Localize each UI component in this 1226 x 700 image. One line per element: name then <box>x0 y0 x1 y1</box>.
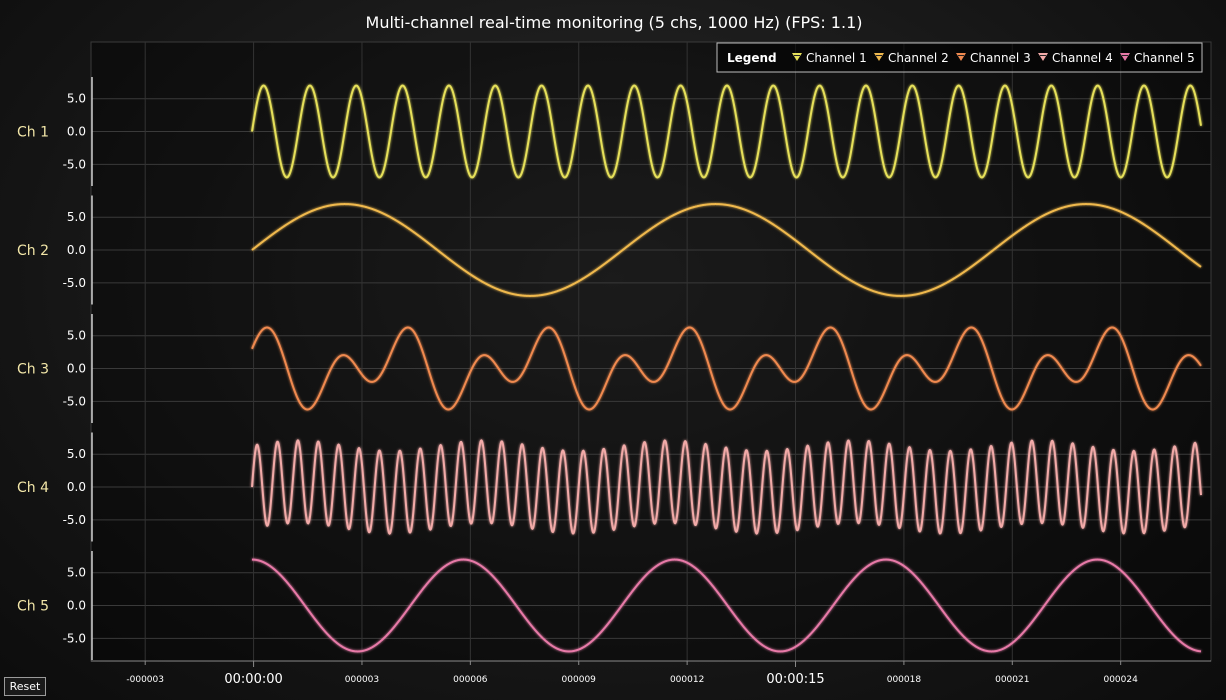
y-tick-label: -5.0 <box>63 631 86 645</box>
legend-item-3[interactable]: Channel 3 <box>956 51 1031 65</box>
series-line-5 <box>251 558 1202 653</box>
x-tick-label: -000003 <box>126 675 164 685</box>
y-axis-label: Ch 4 <box>17 480 49 496</box>
series-layer <box>251 84 1202 653</box>
y-axis-label: Ch 1 <box>17 125 49 141</box>
plot-area[interactable] <box>90 41 1212 662</box>
y-tick-label: 5.0 <box>67 329 86 343</box>
legend-item-label: Channel 1 <box>806 51 867 65</box>
reset-button[interactable]: Reset <box>4 677 46 696</box>
y-tick-label: -5.0 <box>63 513 86 527</box>
y-tick-label: 0.0 <box>67 125 86 139</box>
x-tick-label: 000003 <box>345 675 379 685</box>
legend-item-1[interactable]: Channel 1 <box>792 51 867 65</box>
x-tick-label: 000021 <box>995 675 1029 685</box>
y-tick-label: 0.0 <box>67 599 86 613</box>
x-tick-label: 000018 <box>887 675 922 685</box>
series-line-4 <box>251 439 1202 535</box>
series-line-1 <box>251 84 1202 179</box>
chart-title: Multi-channel real-time monitoring (5 ch… <box>366 13 863 32</box>
series-line-3 <box>251 326 1202 411</box>
y-tick-label: 0.0 <box>67 480 86 494</box>
legend-item-4[interactable]: Channel 4 <box>1038 51 1113 65</box>
y-tick-label: -5.0 <box>63 394 86 408</box>
legend-item-label: Channel 5 <box>1134 51 1195 65</box>
y-axis-label: Ch 5 <box>17 599 49 615</box>
y-tick-label: -5.0 <box>63 157 86 171</box>
x-tick-label: 000024 <box>1103 675 1138 685</box>
legend-title: Legend <box>727 51 777 65</box>
y-tick-label: 0.0 <box>67 243 86 257</box>
legend-item-5[interactable]: Channel 5 <box>1120 51 1195 65</box>
y-axis-label: Ch 2 <box>17 243 49 259</box>
y-axis-label: Ch 3 <box>17 362 49 378</box>
legend-item-label: Channel 3 <box>970 51 1031 65</box>
y-tick-label: 5.0 <box>67 566 86 580</box>
x-tick-label: 000006 <box>453 675 488 685</box>
series-line-2 <box>251 203 1202 297</box>
legend-item-label: Channel 4 <box>1052 51 1113 65</box>
x-tick-label: 00:00:00 <box>224 672 282 687</box>
legend[interactable]: Legend Channel 1 Channel 2 Channel 3 Channe… <box>716 42 1203 73</box>
x-axis: -000003 000003 000006 000009 000012 000018 000… <box>91 660 1211 687</box>
y-tick-label: 5.0 <box>67 92 86 106</box>
y-tick-label: 5.0 <box>67 210 86 224</box>
y-tick-label: 5.0 <box>67 447 86 461</box>
x-tick-label: 000012 <box>670 675 704 685</box>
grid-lines <box>91 42 1211 661</box>
x-tick-label: 00:00:15 <box>766 672 824 687</box>
y-axes: 5.0 0.0 -5.0 Ch 1 5.0 0.0 -5.0 Ch 2 5.0 0.0 -5.0 Ch… <box>17 77 93 660</box>
legend-item-label: Channel 2 <box>888 51 949 65</box>
y-tick-label: 0.0 <box>67 362 86 376</box>
x-tick-label: 000009 <box>562 675 597 685</box>
legend-item-2[interactable]: Channel 2 <box>874 51 949 65</box>
y-tick-label: -5.0 <box>63 276 86 290</box>
